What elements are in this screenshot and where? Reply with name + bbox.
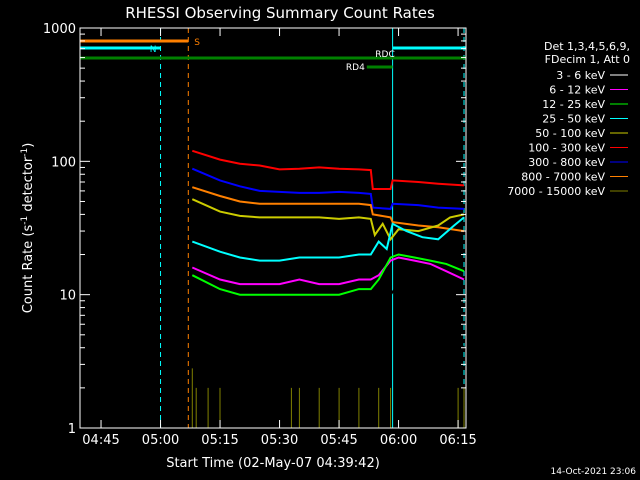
flag-label-rd4: RD4 [346,63,365,73]
series-6-12-kev [191,256,465,286]
flag-label-s: S [194,38,200,48]
series-100-300-kev [191,149,465,190]
y-tick-label-1: 1 [68,422,76,437]
y-tick-label-10: 10 [59,289,76,304]
x-tick-label-06-15: 06:15 [439,433,476,448]
x-axis-ticks: 04:45 05:00 05:15 05:30 05:45 06:00 06:15 [82,28,477,448]
series-12-25-kev [191,253,465,296]
y-tick-label-1000: 1000 [43,22,76,37]
flag-label-rdc: RDC [375,50,394,60]
legend-label-300-800-kev: 300 - 800 keV [528,156,605,169]
legend-label-12-25-kev: 12 - 25 keV [542,98,605,111]
chart-title: RHESSI Observing Summary Count Rates [125,4,435,22]
legend-label-3-6-kev: 3 - 6 keV [556,69,605,82]
data-series [191,149,465,428]
legend: Det 1,3,4,5,6,9,FDecim 1, Att 0 3 - 6 keV… [507,40,630,198]
series-300-800-kev [191,167,465,210]
y-axis-label: Count Rate (s-1 detector-1) [20,143,36,314]
y-axis-ticks: 1 10 100 1000 [43,22,466,437]
legend-label-800-7000-kev: 800 - 7000 keV [521,171,605,184]
series-50-100-kev [191,198,465,242]
x-tick-label-06-00: 06:00 [380,433,417,448]
legend-label-100-300-kev: 100 - 300 keV [528,142,605,155]
plot-frame [79,27,467,429]
series-3-6-kev [191,282,465,349]
x-axis-label: Start Time (02-May-07 04:39:42) [166,456,380,471]
legend-label-6-12-kev: 6 - 12 keV [549,84,605,97]
legend-label-7000-15000-kev: 7000 - 15000 keV [507,185,605,198]
x-tick-label-05-00: 05:00 [142,433,179,448]
x-tick-label-05-15: 05:15 [201,433,238,448]
series-800-7000-kev [191,186,465,233]
x-tick-label-04-45: 04:45 [82,433,119,448]
legend-label-25-50-kev: 25 - 50 keV [542,113,605,126]
x-tick-label-05-30: 05:30 [261,433,298,448]
flag-label-n: N [150,45,157,55]
legend-header-1: FDecim 1, Att 0 [545,53,630,66]
x-tick-label-05-45: 05:45 [320,433,357,448]
legend-header-0: Det 1,3,4,5,6,9, [544,40,630,53]
timestamp: 14-Oct-2021 23:06 [551,467,637,477]
series-7000-15000-kev [191,368,465,428]
y-tick-label-100: 100 [51,155,76,170]
series-25-50-kev [191,216,465,262]
flag-bars: S N RDC RD4 [80,38,466,73]
legend-label-50-100-kev: 50 - 100 keV [535,127,605,140]
